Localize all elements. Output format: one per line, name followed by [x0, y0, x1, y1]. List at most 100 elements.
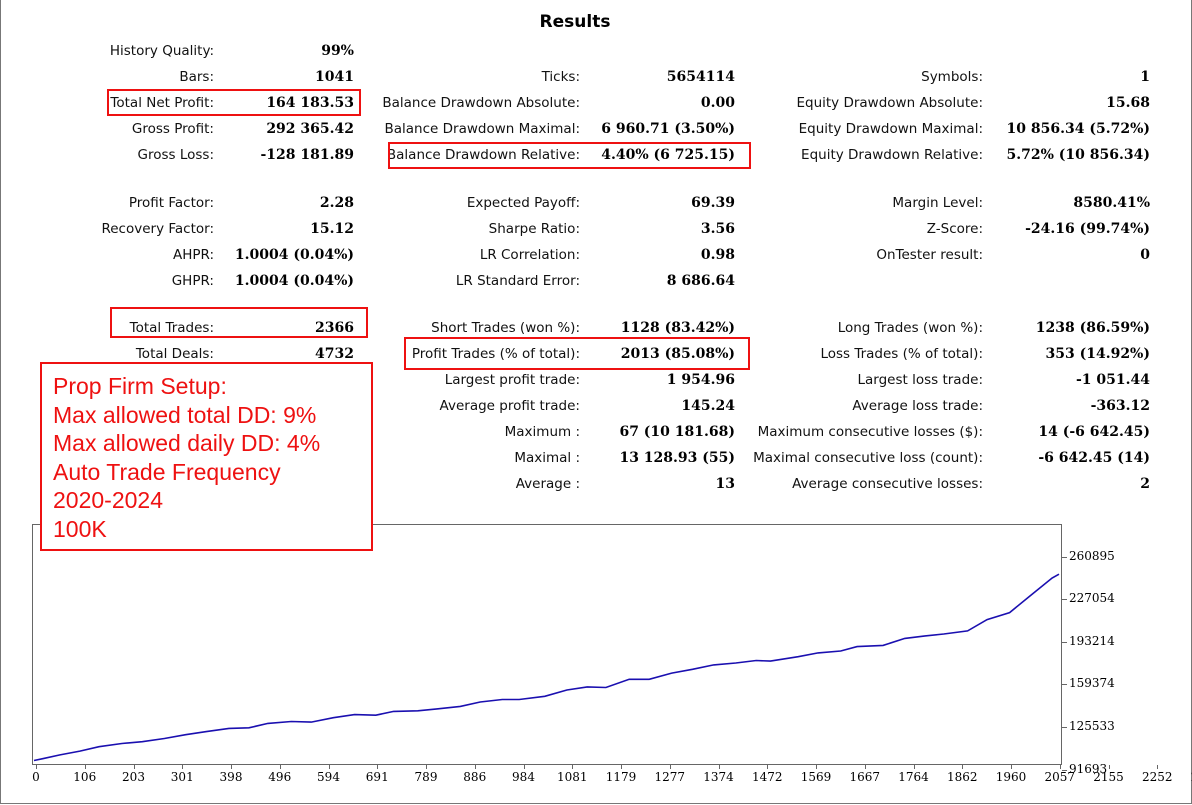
balance-chart	[32, 524, 1062, 765]
stat-row: Loss Trades (% of total): 353 (14.92%)	[0, 344, 1192, 364]
x-tick-label: 1179	[605, 770, 637, 784]
stat-label: Total Deals:	[135, 346, 214, 362]
x-tick-label: 984	[512, 770, 535, 784]
stat-label: Long Trades (won %):	[837, 320, 983, 336]
highlight-balance-drawdown-relative	[388, 142, 751, 169]
stat-row: AHPR: 1.0004 (0.04%)	[0, 245, 1192, 265]
stat-row: Average loss trade: -363.12	[0, 396, 1192, 416]
stat-row: Balance Drawdown Relative: 4.40% (6 725.1…	[0, 145, 1192, 165]
x-tick-mark	[962, 765, 964, 769]
stat-value: 6 960.71 (3.50%)	[601, 121, 735, 137]
stat-label: Recovery Factor:	[101, 221, 214, 237]
stat-value: 4.40% (6 725.15)	[601, 147, 735, 163]
stat-value: 2013 (85.08%)	[620, 346, 735, 362]
stat-value: 2	[1140, 476, 1150, 492]
stat-label: Short Trades (won %):	[431, 320, 580, 336]
y-tick-label: 91693	[1069, 762, 1108, 776]
stat-row: OnTester result: 0	[0, 245, 1192, 265]
stat-label: Total Net Profit:	[110, 95, 214, 111]
x-tick-label: 2057	[1044, 770, 1076, 784]
balance-series-line	[33, 573, 1060, 762]
stat-value: 13	[715, 476, 735, 492]
stat-label: Profit Trades (% of total):	[411, 346, 580, 362]
x-tick-label: 301	[170, 770, 194, 784]
stat-label: Average loss trade:	[852, 398, 983, 414]
stat-value: 5654114	[666, 69, 735, 85]
stat-row: Maximum consecutive losses ($): 14 (-6 64…	[0, 422, 1192, 442]
stat-row: Profit Trades (% of total): 2013 (85.08%)	[0, 344, 1192, 364]
stat-label: Gross Loss:	[137, 147, 215, 163]
y-tick-mark	[1062, 599, 1067, 600]
x-tick-label: 398	[219, 770, 243, 784]
note-line: Auto Trade Frequency	[53, 458, 281, 485]
stat-label: History Quality:	[109, 43, 214, 59]
x-tick-label: 2155	[1093, 770, 1124, 784]
y-tick-label: 193214	[1069, 634, 1115, 648]
stat-value: 14 (-6 642.45)	[1038, 424, 1150, 440]
stat-row: Expected Payoff: 69.39	[0, 193, 1192, 213]
stat-value: 10 856.34 (5.72%)	[1006, 121, 1150, 137]
stat-value: 1128 (83.42%)	[620, 320, 735, 336]
stat-row: Ticks: 5654114	[0, 67, 1192, 87]
stat-label: Maximum :	[504, 424, 580, 440]
stat-row: Gross Loss: -128 181.89	[0, 145, 1192, 165]
stat-value: 13 128.93 (55)	[619, 450, 735, 466]
stat-row: Equity Drawdown Relative: 5.72% (10 856.3…	[0, 145, 1192, 165]
stat-value: 0.98	[700, 247, 735, 263]
x-tick-mark	[913, 765, 915, 769]
stat-row: Sharpe Ratio: 3.56	[0, 219, 1192, 239]
stat-row: LR Standard Error: 8 686.64	[0, 271, 1192, 291]
stat-row: History Quality: 99%	[0, 41, 1192, 61]
y-tick-label: 260895	[1069, 549, 1115, 563]
x-tick-label: 1081	[556, 770, 588, 784]
x-tick-label: 1472	[751, 770, 783, 784]
stat-label: Balance Drawdown Relative:	[386, 147, 580, 163]
page-title: Results	[539, 12, 611, 32]
stat-value: 15.12	[310, 221, 354, 237]
note-line: 2020-2024	[53, 487, 163, 513]
stat-row: Long Trades (won %): 1238 (86.59%)	[0, 318, 1192, 338]
stat-value: 1238 (86.59%)	[1035, 320, 1150, 336]
y-tick-mark	[1062, 770, 1067, 771]
stat-row: Z-Score: -24.16 (99.74%)	[0, 219, 1192, 239]
stat-label: Largest profit trade:	[444, 372, 580, 388]
stat-value: 2.28	[319, 195, 354, 211]
x-tick-label: 106	[73, 770, 97, 784]
stat-value: 1.0004 (0.04%)	[234, 247, 354, 263]
stat-value: 3.56	[700, 221, 735, 237]
stat-label: Expected Payoff:	[466, 195, 580, 211]
stat-value: 1	[1140, 69, 1150, 85]
stat-value: 99%	[321, 43, 354, 59]
stat-label: Total Trades:	[129, 320, 214, 336]
x-tick-mark	[279, 765, 281, 769]
stat-value: 353 (14.92%)	[1045, 346, 1151, 362]
stat-label: Sharpe Ratio:	[488, 221, 580, 237]
x-tick-label: 886	[463, 770, 487, 784]
x-tick-mark	[1011, 765, 1012, 769]
x-tick-mark	[572, 765, 574, 769]
x-tick-mark	[1108, 765, 1110, 769]
chart-left-axis	[32, 524, 33, 765]
x-tick-mark	[474, 765, 476, 769]
stat-row: Total Net Profit: 164 183.53	[0, 93, 1192, 113]
x-tick-mark	[133, 765, 135, 769]
balance-chart-svg	[33, 573, 1060, 762]
x-tick-mark	[328, 765, 330, 769]
y-tick-label: 159374	[1069, 676, 1115, 690]
stat-label: Largest loss trade:	[857, 372, 983, 388]
stat-row: Balance Drawdown Absolute: 0.00	[0, 93, 1192, 113]
stat-label: Equity Drawdown Maximal:	[798, 121, 983, 137]
x-tick-label: 203	[122, 770, 145, 784]
stat-label: Bars:	[179, 69, 214, 85]
x-tick-label: 789	[414, 770, 438, 784]
stat-value: 164 183.53	[266, 95, 354, 111]
x-tick-label: 2252	[1141, 770, 1173, 784]
stat-row: Gross Profit: 292 365.42	[0, 119, 1192, 139]
stat-value: 145.24	[681, 398, 735, 414]
x-tick-label: 1764	[898, 770, 929, 784]
stat-row: Equity Drawdown Absolute: 15.68	[0, 93, 1192, 113]
stat-label: Average profit trade:	[439, 398, 580, 414]
stat-value: 292 365.42	[266, 121, 354, 137]
y-tick-mark	[1062, 727, 1067, 728]
x-tick-mark	[1059, 765, 1061, 769]
